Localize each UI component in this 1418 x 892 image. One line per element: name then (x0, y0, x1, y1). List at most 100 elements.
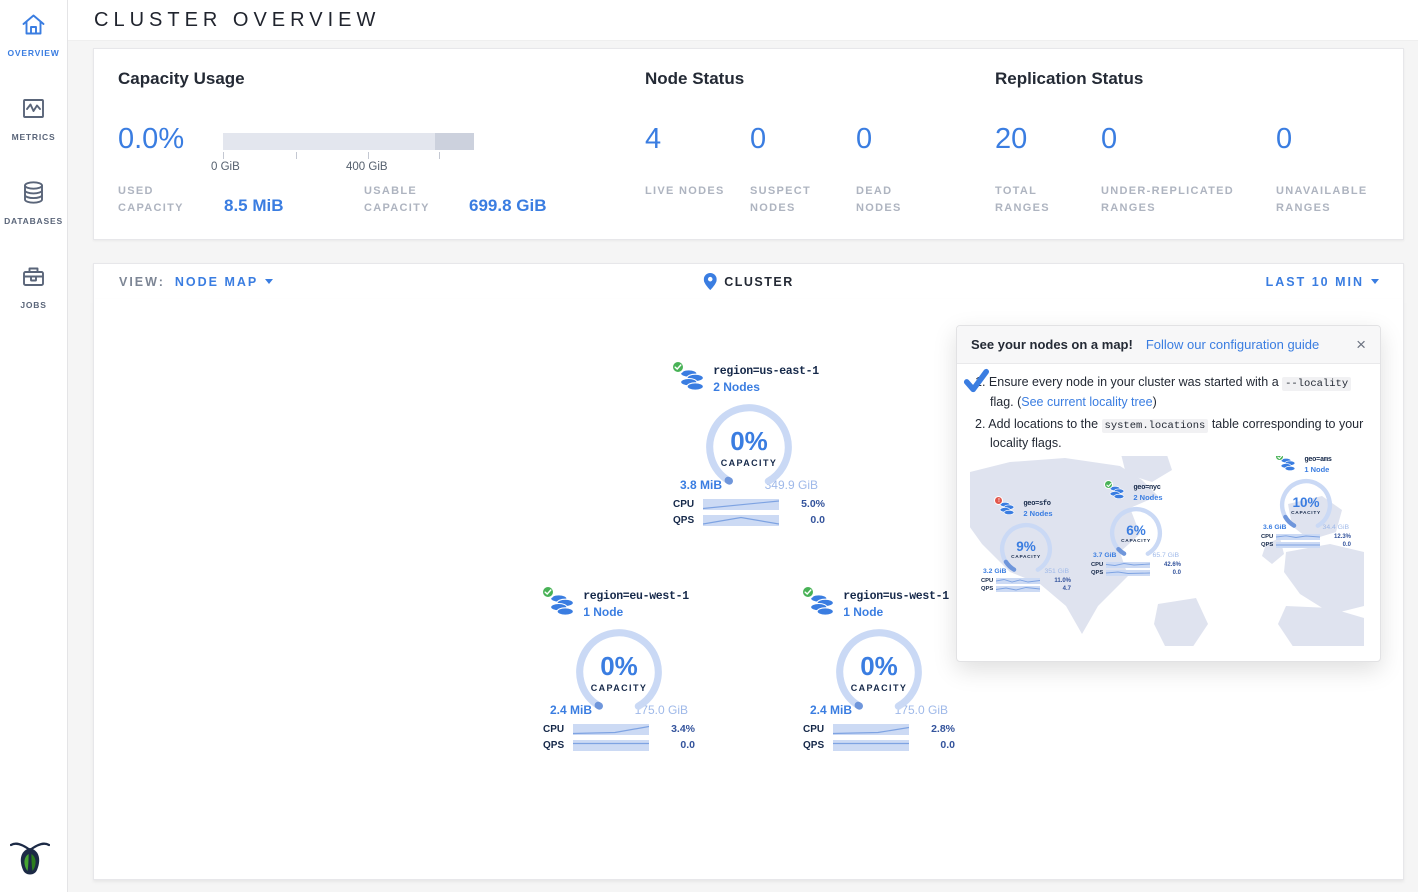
replication-status-title: Replication Status (995, 69, 1144, 88)
cpu-sparkline (1106, 562, 1150, 568)
total-capacity: 175.0 GiB (894, 703, 948, 717)
capacity-gauge: 0% CAPACITY (833, 626, 925, 718)
unavailable-ranges-value: 0 (1276, 123, 1293, 155)
node-count: 2 Nodes (713, 380, 760, 394)
chevron-down-icon (265, 279, 274, 284)
dead-nodes-value: 0 (856, 123, 873, 155)
breadcrumb-cluster[interactable]: CLUSTER (724, 274, 794, 289)
live-nodes-label: LIVE NODES (645, 185, 725, 197)
capacity-gauge: 0% CAPACITY (703, 401, 795, 493)
live-nodes-value: 4 (645, 123, 662, 155)
title-bar: CLUSTER OVERVIEW (68, 0, 1418, 41)
warning-badge-icon: ! (994, 496, 1004, 505)
cpu-sparkline (833, 723, 909, 735)
capacity-gauge: 10% CAPACITY (1278, 477, 1334, 533)
locality-tree-link[interactable]: See current locality tree (1021, 394, 1153, 409)
cpu-label: CPU (673, 498, 695, 510)
node-stack-icon (810, 594, 835, 616)
node-count: 1 Node (583, 605, 624, 619)
capacity-gauge-percent: 0% (860, 651, 898, 681)
total-ranges-label: TOTAL RANGES (995, 185, 1050, 215)
setup-step-1: 1. Ensure every node in your cluster was… (975, 373, 1366, 412)
sample-node-map-image: ! geo=sfo 2 Nodes (970, 456, 1364, 646)
region-label: region=us-east-1 (713, 365, 819, 378)
view-bar: VIEW: NODE MAP CLUSTER LAST 10 MIN (93, 263, 1404, 300)
qps-label: QPS (673, 514, 695, 526)
suspect-nodes-label: SUSPECT NODES (750, 185, 812, 215)
cpu-sparkline (996, 578, 1040, 584)
home-icon (20, 11, 47, 38)
node-map-panel: region=us-east-1 2 Nodes 0% CAPACITY 3.8… (93, 299, 1404, 880)
view-selector-dropdown[interactable]: NODE MAP (175, 275, 274, 289)
usable-capacity-value: 699.8 GiB (469, 196, 547, 215)
capacity-gauge-percent: 0% (730, 426, 768, 456)
cpu-sparkline (1276, 534, 1320, 540)
cluster-summary-panel: Capacity Usage 0.0% 0 GiB 400 GiB USED C… (93, 48, 1404, 240)
used-capacity: 3.8 MiB (680, 478, 723, 492)
sample-node-group-ams: geo=ams 1 Node 10% CAPACITY 3.6 GiB (1254, 456, 1358, 550)
sample-node-group-sfo: ! geo=sfo 2 Nodes (981, 496, 1071, 592)
sidebar-item-jobs[interactable]: JOBS (0, 252, 67, 310)
close-icon[interactable]: × (1356, 335, 1366, 354)
used-capacity: 2.4 MiB (550, 703, 593, 717)
sidebar-item-label: METRICS (11, 132, 56, 142)
capacity-percent: 0.0% (118, 123, 185, 155)
qps-sparkline (996, 586, 1040, 592)
cpu-sparkline (573, 723, 649, 735)
qps-sparkline (1276, 542, 1320, 548)
cpu-value: 3.4% (671, 723, 695, 735)
under-replicated-ranges-value: 0 (1101, 123, 1118, 155)
qps-sparkline (833, 739, 909, 751)
healthy-badge-icon (801, 585, 816, 599)
capacity-gauge-label: CAPACITY (590, 683, 648, 693)
qps-sparkline (1106, 570, 1150, 576)
capacity-bar-reserved-segment (435, 133, 474, 150)
configuration-guide-link[interactable]: Follow our configuration guide (1145, 337, 1320, 352)
qps-sparkline (573, 739, 649, 751)
sidebar-item-metrics[interactable]: METRICS (0, 84, 67, 142)
step-complete-check-icon (963, 368, 989, 399)
cockroachdb-logo (9, 838, 51, 880)
total-ranges-value: 20 (995, 123, 1028, 155)
qps-value: 0.0 (680, 739, 695, 751)
cpu-value: 5.0% (801, 498, 825, 510)
total-capacity: 175.0 GiB (634, 703, 688, 717)
dead-nodes-label: DEAD NODES (856, 185, 902, 215)
qps-value: 0.0 (940, 739, 955, 751)
sidebar-item-overview[interactable]: OVERVIEW (0, 0, 67, 58)
sample-node-group-nyc: geo=nyc 2 Nodes 6% CAPACITY 3.7 GiB (1084, 480, 1188, 578)
node-stack-icon (680, 369, 705, 391)
region-label: region=us-west-1 (843, 590, 949, 603)
capacity-gauge: 0% CAPACITY (573, 626, 665, 718)
sidebar-item-label: OVERVIEW (7, 48, 60, 58)
qps-label: QPS (543, 739, 565, 751)
capacity-tick-400: 400 GiB (346, 161, 388, 173)
usable-capacity-label: USABLE CAPACITY (364, 185, 430, 215)
unavailable-ranges-label: UNAVAILABLE RANGES (1276, 185, 1368, 215)
node-map-setup-popup: See your nodes on a map! Follow our conf… (956, 325, 1381, 662)
briefcase-icon (20, 263, 47, 290)
suspect-nodes-value: 0 (750, 123, 767, 155)
database-icon (20, 179, 47, 206)
locality-flag-code: --locality (1282, 377, 1352, 391)
sidebar: OVERVIEW METRICS DATABASES JOBS (0, 0, 68, 892)
capacity-gauge-label: CAPACITY (850, 683, 908, 693)
capacity-tick-0: 0 GiB (211, 161, 240, 173)
used-capacity-value: 8.5 MiB (224, 196, 284, 215)
sidebar-item-databases[interactable]: DATABASES (0, 168, 67, 226)
node-group-eu-west-1[interactable]: region=eu-west-1 1 Node 0% CAPACITY 2.4 … (534, 585, 704, 755)
capacity-axis (223, 152, 474, 160)
region-label: region=eu-west-1 (583, 590, 689, 603)
node-group-us-west-1[interactable]: region=us-west-1 1 Node 0% CAPACITY 2.4 … (794, 585, 964, 755)
view-label: VIEW: (119, 274, 165, 289)
capacity-gauge-label: CAPACITY (720, 458, 778, 468)
used-capacity: 2.4 MiB (810, 703, 853, 717)
metrics-graph-icon (20, 95, 47, 122)
time-range-dropdown[interactable]: LAST 10 MIN (1266, 275, 1379, 289)
capacity-bar (223, 133, 474, 150)
healthy-badge-icon (1104, 480, 1114, 489)
cpu-label: CPU (803, 723, 825, 735)
node-group-us-east-1[interactable]: region=us-east-1 2 Nodes 0% CAPACITY 3.8… (664, 360, 834, 530)
node-status-title: Node Status (645, 69, 745, 88)
healthy-badge-icon (671, 360, 686, 374)
